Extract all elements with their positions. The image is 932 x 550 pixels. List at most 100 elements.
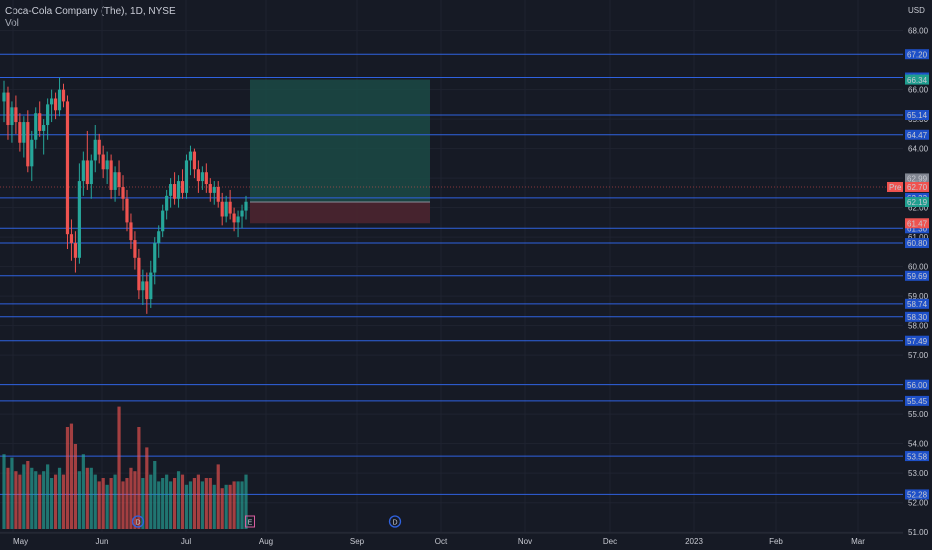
- volume-bar: [236, 481, 240, 529]
- time-tick: Sep: [350, 537, 365, 546]
- price-tick: 51.00: [908, 528, 929, 537]
- candle: [180, 169, 185, 199]
- candle: [22, 116, 26, 158]
- volume-indicator-label[interactable]: Vol: [5, 18, 19, 29]
- level-label-bg: [905, 129, 929, 140]
- volume-bar: [137, 427, 141, 529]
- candle: [153, 237, 157, 285]
- candle: [184, 154, 189, 199]
- candle-body: [141, 281, 145, 291]
- volume-bar: [188, 481, 193, 529]
- candle: [200, 166, 204, 190]
- candle: [236, 210, 240, 238]
- level-label-bg: [905, 223, 929, 234]
- level-label: 59.69: [905, 270, 929, 281]
- volume-bar: [22, 464, 26, 529]
- stop-zone: [250, 202, 430, 224]
- event-marker-d[interactable]: D: [131, 515, 145, 528]
- level-label-text: 52.28: [907, 491, 928, 500]
- volume-bar: [228, 484, 232, 529]
- volume-bar: [220, 488, 224, 529]
- volume-bar: [145, 447, 149, 529]
- volume-bar: [46, 464, 50, 529]
- volume-bar: [169, 481, 173, 529]
- time-axis[interactable]: May Jun Jul Aug Sep Oct Nov Dec 2023 Feb Mar: [13, 537, 865, 546]
- candle: [129, 213, 133, 249]
- price-badge-bg: [905, 218, 929, 229]
- candle-body: [204, 172, 208, 185]
- candle-body: [192, 151, 197, 170]
- candle-body: [61, 89, 66, 102]
- price-badge-text: 62.70: [907, 183, 928, 192]
- level-label-bg: [905, 379, 929, 390]
- volume-bar: [50, 478, 54, 529]
- candle: [34, 107, 38, 149]
- candle: [204, 163, 208, 193]
- symbol-title[interactable]: Coca-Cola Company (The), 1D, NYSE: [5, 6, 176, 17]
- volume-bars: [2, 406, 248, 529]
- candle: [109, 154, 113, 199]
- candle: [137, 248, 141, 300]
- price-tick: 52.00: [908, 499, 929, 508]
- volume-bar: [149, 474, 153, 529]
- candle: [172, 172, 177, 205]
- candle-body: [26, 122, 30, 167]
- price-axis[interactable]: 68.0066.0065.0064.0063.0062.0061.0060.00…: [887, 27, 929, 538]
- price-tick: 54.00: [908, 440, 929, 449]
- level-label: 52.28: [905, 489, 929, 500]
- volume-bar: [208, 478, 212, 529]
- level-label-bg: [905, 270, 929, 281]
- event-marker-e[interactable]: E: [245, 515, 255, 528]
- volume-bar: [224, 484, 228, 529]
- candle: [81, 151, 85, 196]
- candle-body: [161, 210, 165, 232]
- candle-body: [212, 186, 216, 193]
- volume-bar: [141, 478, 145, 529]
- candle-body: [208, 184, 212, 193]
- candle-body: [18, 122, 22, 143]
- price-badge-bg: [905, 74, 929, 85]
- horizontal-levels[interactable]: [0, 53, 903, 495]
- price-badge-gray: 62.99: [905, 173, 929, 184]
- candle: [105, 151, 109, 185]
- candle-body: [153, 243, 157, 273]
- level-label-text: 64.47: [907, 131, 928, 140]
- candle: [145, 272, 149, 314]
- volume-bar: [61, 474, 66, 529]
- candle-body: [121, 186, 125, 199]
- volume-bar: [125, 478, 129, 529]
- earnings-badge: [245, 515, 255, 528]
- candle-body: [42, 125, 46, 131]
- volume-bar: [212, 484, 216, 529]
- price-tick: 66.00: [908, 86, 929, 95]
- candle-body: [244, 201, 248, 211]
- position-tool[interactable]: [250, 79, 430, 224]
- candle: [101, 145, 105, 179]
- price-badge-text: 61.47: [907, 219, 928, 228]
- candle-body: [125, 198, 129, 223]
- volume-bar: [34, 471, 38, 529]
- volume-bar: [165, 474, 169, 529]
- candle-body: [14, 107, 18, 123]
- volume-bar: [77, 471, 81, 529]
- volume-bar: [176, 471, 181, 529]
- level-label: 65.14: [905, 109, 929, 120]
- time-tick: Dec: [603, 537, 617, 546]
- volume-bar: [65, 427, 70, 529]
- level-label-text: 58.74: [907, 300, 928, 309]
- candle: [212, 181, 216, 205]
- candle: [196, 160, 200, 193]
- candle-body: [180, 181, 185, 193]
- price-tick: 55.00: [908, 410, 929, 419]
- candle-body: [220, 201, 224, 217]
- chart-header: Coca-Cola Company (The), 1D, NYSE Vol: [5, 6, 176, 30]
- event-marker-d[interactable]: D: [388, 515, 402, 528]
- price-tick: 58.00: [908, 322, 929, 331]
- candle: [30, 130, 34, 182]
- candle-body: [65, 101, 70, 235]
- candle-body: [69, 234, 74, 244]
- time-tick: Mar: [851, 537, 865, 546]
- candle-body: [85, 160, 89, 185]
